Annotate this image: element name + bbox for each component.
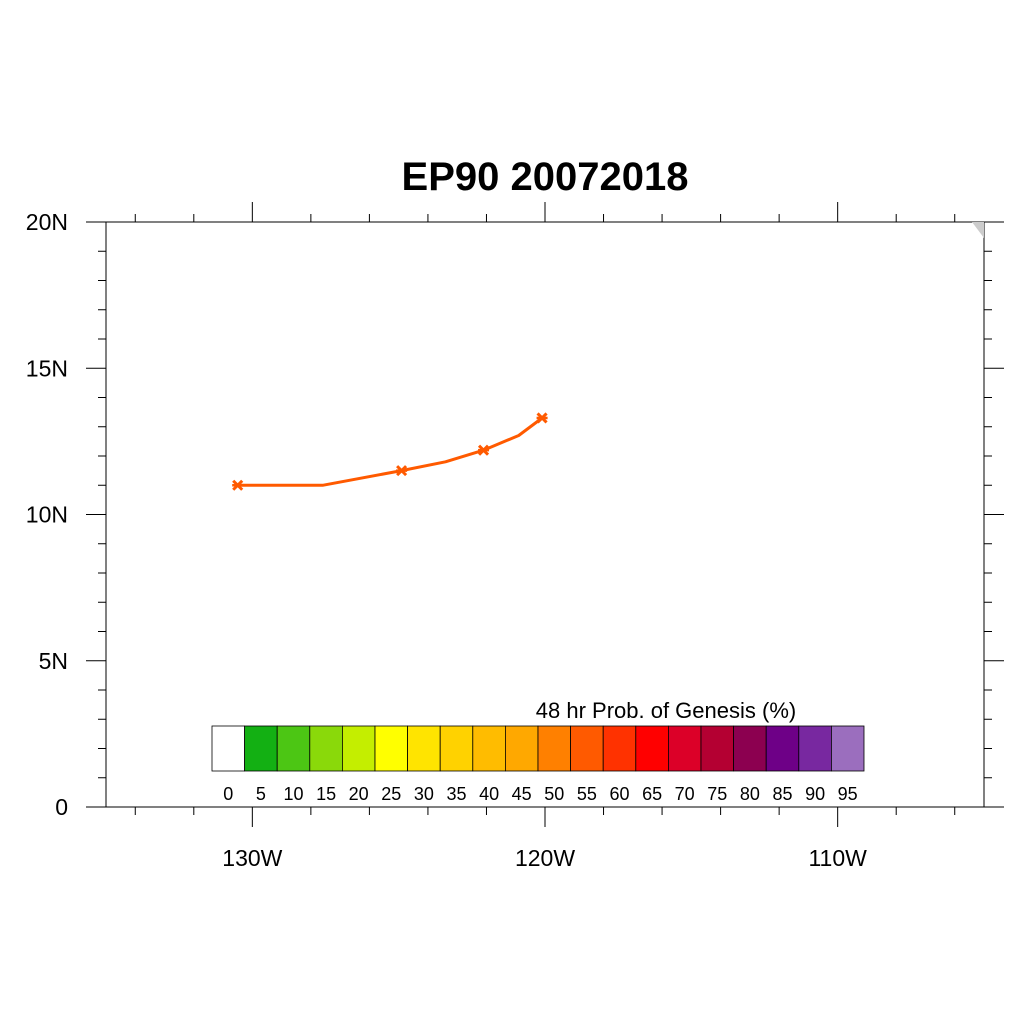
colorbar-cell — [537, 725, 571, 772]
colorbar-cell — [798, 725, 832, 772]
latitude-labels: 0 5N 10N 15N 20N — [26, 209, 68, 820]
track-point-marker — [232, 479, 244, 491]
colorbar-cell — [472, 725, 506, 772]
colorbar-cell — [374, 725, 408, 772]
colorbar-cell — [276, 725, 311, 772]
axis-ticks — [86, 202, 1004, 827]
colorbar-label: 55 — [577, 784, 597, 804]
probability-colorbar: 48 hr Prob. of Genesis (%) 0 5 10 15 20 25 30 3… — [211, 698, 865, 804]
lat-tick-label: 15N — [26, 355, 68, 381]
colorbar-cell — [733, 725, 767, 772]
track-point-marker — [477, 444, 490, 456]
colorbar-label: 50 — [544, 784, 564, 804]
colorbar-label: 40 — [479, 784, 499, 804]
longitude-labels: 130W 120W 110W — [222, 845, 867, 871]
colorbar-label: 25 — [381, 784, 401, 804]
colorbar-cell — [504, 725, 539, 772]
lon-tick-label: 130W — [222, 845, 282, 871]
lon-tick-label: 110W — [808, 845, 867, 871]
track-line — [237, 416, 543, 487]
colorbar-label: 30 — [414, 784, 434, 804]
lon-tick-label: 120W — [515, 845, 575, 871]
colorbar-label: 15 — [316, 784, 336, 804]
colorbar-cell — [570, 725, 604, 772]
colorbar-label: 65 — [642, 784, 662, 804]
colorbar-label: 60 — [609, 784, 629, 804]
lat-tick-label: 0 — [55, 794, 68, 820]
colorbar-cell — [668, 725, 702, 772]
colorbar-cell — [602, 725, 637, 772]
lat-tick-label: 10N — [26, 502, 68, 528]
colorbar-label: 90 — [805, 784, 825, 804]
corner-shading — [972, 222, 984, 238]
lat-tick-label: 5N — [39, 648, 68, 674]
colorbar-label: 95 — [838, 784, 858, 804]
lat-tick-label: 20N — [26, 209, 68, 235]
colorbar-label: 85 — [772, 784, 792, 804]
colorbar-label: 80 — [740, 784, 760, 804]
track-point-marker — [536, 412, 548, 424]
colorbar-cell — [765, 725, 800, 772]
colorbar-label: 20 — [349, 784, 369, 804]
colorbar-label: 45 — [512, 784, 532, 804]
colorbar-label: 70 — [675, 784, 695, 804]
colorbar-cell — [831, 725, 865, 772]
colorbar-cell — [309, 725, 343, 772]
colorbar-cell — [407, 725, 441, 772]
track-point-marker — [396, 465, 408, 477]
colorbar-label: 75 — [707, 784, 727, 804]
colorbar-label: 5 — [256, 784, 266, 804]
map-title: EP90 20072018 — [402, 155, 689, 199]
colorbar-cell — [700, 725, 734, 772]
colorbar-cell — [341, 725, 376, 772]
colorbar-title: 48 hr Prob. of Genesis (%) — [536, 698, 796, 723]
colorbar-cell — [635, 725, 669, 772]
colorbar-cell — [244, 725, 278, 772]
colorbar-cell — [211, 725, 245, 772]
storm-track — [232, 412, 548, 491]
colorbar-cell — [439, 725, 474, 772]
colorbar-label: 35 — [446, 784, 466, 804]
colorbar-label: 0 — [223, 784, 233, 804]
colorbar-label: 10 — [283, 784, 303, 804]
